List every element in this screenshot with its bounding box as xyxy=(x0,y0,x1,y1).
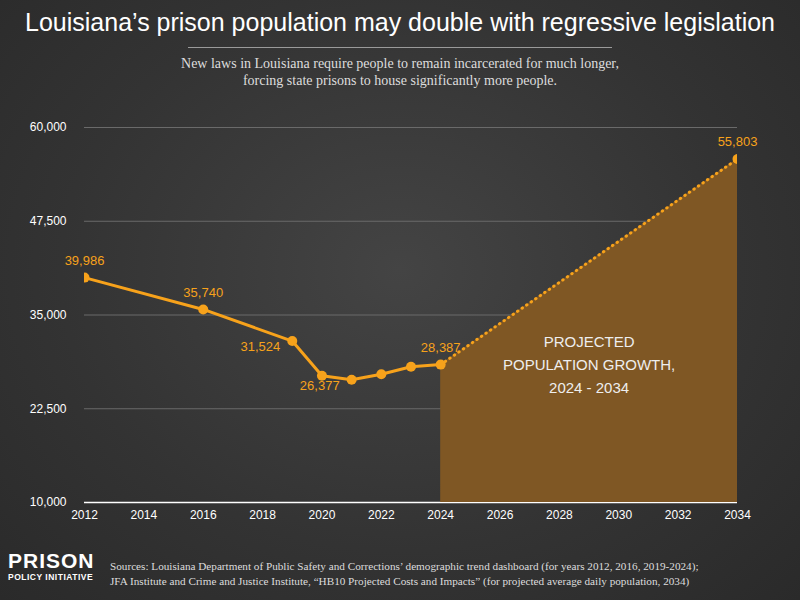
svg-text:2026: 2026 xyxy=(487,508,514,522)
svg-text:39,986: 39,986 xyxy=(65,253,105,268)
svg-text:2020: 2020 xyxy=(309,508,336,522)
svg-text:26,377: 26,377 xyxy=(300,378,340,393)
html-text:New laws in Louisiana require: New laws in Louisiana require people to … xyxy=(181,56,619,88)
svg-text:2022: 2022 xyxy=(368,508,395,522)
html-text:Louisiana’s prison population: Louisiana’s prison population may double… xyxy=(25,8,775,36)
svg-text:2012: 2012 xyxy=(71,508,98,522)
svg-text:2032: 2032 xyxy=(665,508,692,522)
svg-text:2016: 2016 xyxy=(190,508,217,522)
svg-text:2028: 2028 xyxy=(546,508,573,522)
svg-text:22,500: 22,500 xyxy=(30,402,67,416)
svg-text:10,000: 10,000 xyxy=(30,495,67,509)
svg-text:35,740: 35,740 xyxy=(183,285,223,300)
html-text:Sources: Louisiana Department: Sources: Louisiana Department of Public … xyxy=(110,560,699,572)
svg-text:2034: 2034 xyxy=(724,508,751,522)
svg-text:2030: 2030 xyxy=(605,508,632,522)
svg-text:47,500: 47,500 xyxy=(30,214,67,228)
svg-text:2024: 2024 xyxy=(427,508,454,522)
svg-text:31,524: 31,524 xyxy=(241,339,281,354)
svg-text:60,000: 60,000 xyxy=(30,120,67,134)
html-text:PRISON: PRISON xyxy=(8,549,95,572)
svg-text:35,000: 35,000 xyxy=(30,308,67,322)
html-text:POLICY INITIATIVE: POLICY INITIATIVE xyxy=(8,572,94,582)
svg-text:55,803: 55,803 xyxy=(718,134,758,149)
svg-text:28,387: 28,387 xyxy=(421,340,461,355)
svg-text:2014: 2014 xyxy=(131,508,158,522)
svg-text:2018: 2018 xyxy=(249,508,276,522)
html-text:JFA Institute and Crime and Ju: JFA Institute and Crime and Justice Inst… xyxy=(110,575,690,587)
svg-text:PROJECTEDPOPULATION GROWTH,202: PROJECTEDPOPULATION GROWTH,2024 - 2034 xyxy=(503,333,675,397)
